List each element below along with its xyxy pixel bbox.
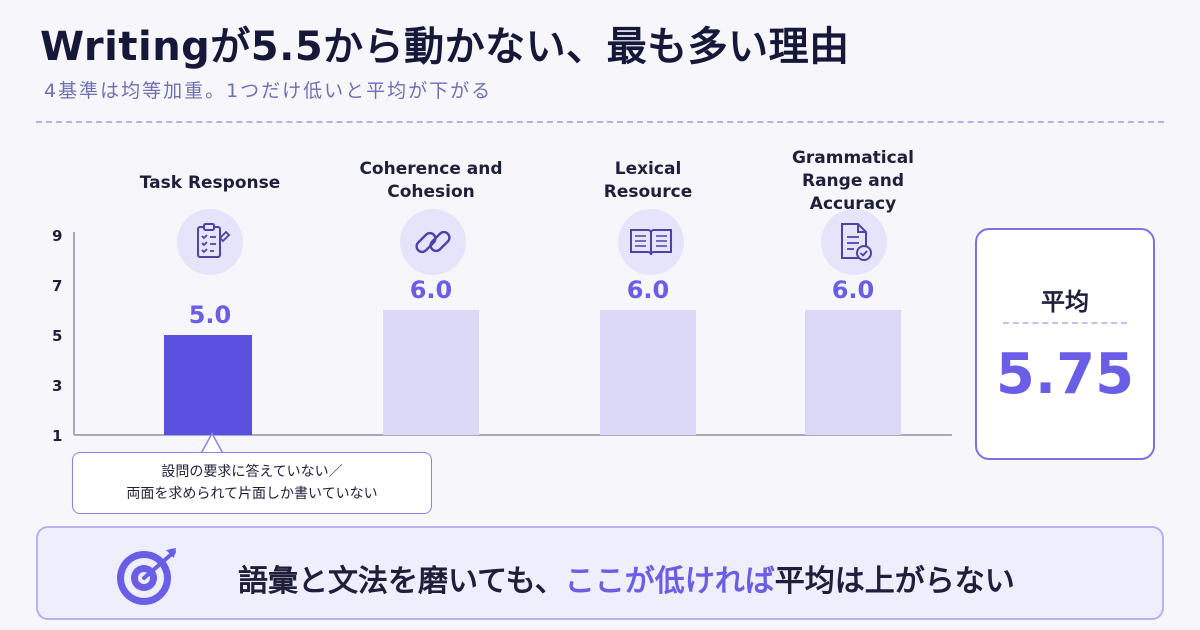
category-label-4-line-2: Range and: [802, 171, 904, 191]
category-label-3-line-2: Resource: [604, 182, 693, 202]
target-icon: [117, 548, 176, 605]
value-label-2: 6.0: [410, 276, 453, 304]
category-label-4-line-1: Grammatical: [792, 148, 914, 168]
value-label-1: 5.0: [189, 301, 232, 329]
banner-text-after: 平均は上がらない: [774, 564, 1015, 599]
page-title: Writingが5.5から動かない、最も多い理由: [40, 24, 850, 70]
bar-1: [164, 335, 252, 435]
callout-line-1: 設問の要求に答えていない／: [161, 464, 343, 480]
average-divider: [1003, 322, 1127, 324]
task-response-callout: 設問の要求に答えていない／ 両面を求められて片面しか書いていない: [72, 452, 432, 514]
bar-2: [383, 310, 479, 435]
clipboard-icon: [177, 209, 243, 275]
category-label-3-line-1: Lexical: [615, 159, 682, 179]
y-tick-label-7: 7: [52, 277, 62, 295]
header-divider: [36, 121, 1164, 123]
conclusion-banner: 語彙と文法を磨いても、ここが低ければ平均は上がらない: [36, 526, 1164, 620]
banner-text-highlight: ここが低ければ: [564, 564, 775, 599]
category-label-4-line-3: Accuracy: [810, 194, 896, 214]
callout-line-2: 両面を求められて片面しか書いていない: [126, 486, 378, 502]
average-label: 平均: [1041, 288, 1089, 316]
value-label-4: 6.0: [832, 276, 875, 304]
value-label-3: 6.0: [627, 276, 670, 304]
bar-4: [805, 310, 901, 435]
link-icon: [400, 209, 466, 275]
bar-3: [600, 310, 696, 435]
bar-chart: 1 3 5 7 9 5.0 Task Response 6.0 Coherence and Coh…: [52, 148, 952, 445]
banner-text-before: 語彙と文法を磨いても、: [238, 564, 565, 599]
average-value: 5.75: [995, 342, 1135, 407]
category-label-1-line-1: Task Response: [140, 173, 281, 193]
y-tick-label-9: 9: [52, 227, 62, 245]
y-tick-label-3: 3: [52, 377, 62, 395]
average-card: 平均 5.75: [975, 228, 1155, 460]
category-label-2-line-1: Coherence and: [359, 159, 502, 179]
book-icon: [618, 209, 684, 275]
y-tick-label-1: 1: [52, 427, 62, 445]
y-tick-label-5: 5: [52, 327, 62, 345]
category-label-2-line-2: Cohesion: [387, 182, 475, 202]
page-subtitle: 4基準は均等加重。1つだけ低いと平均が下がる: [44, 80, 493, 102]
banner-message: 語彙と文法を磨いても、ここが低ければ平均は上がらない: [238, 556, 1015, 600]
document-check-icon: [821, 209, 887, 275]
